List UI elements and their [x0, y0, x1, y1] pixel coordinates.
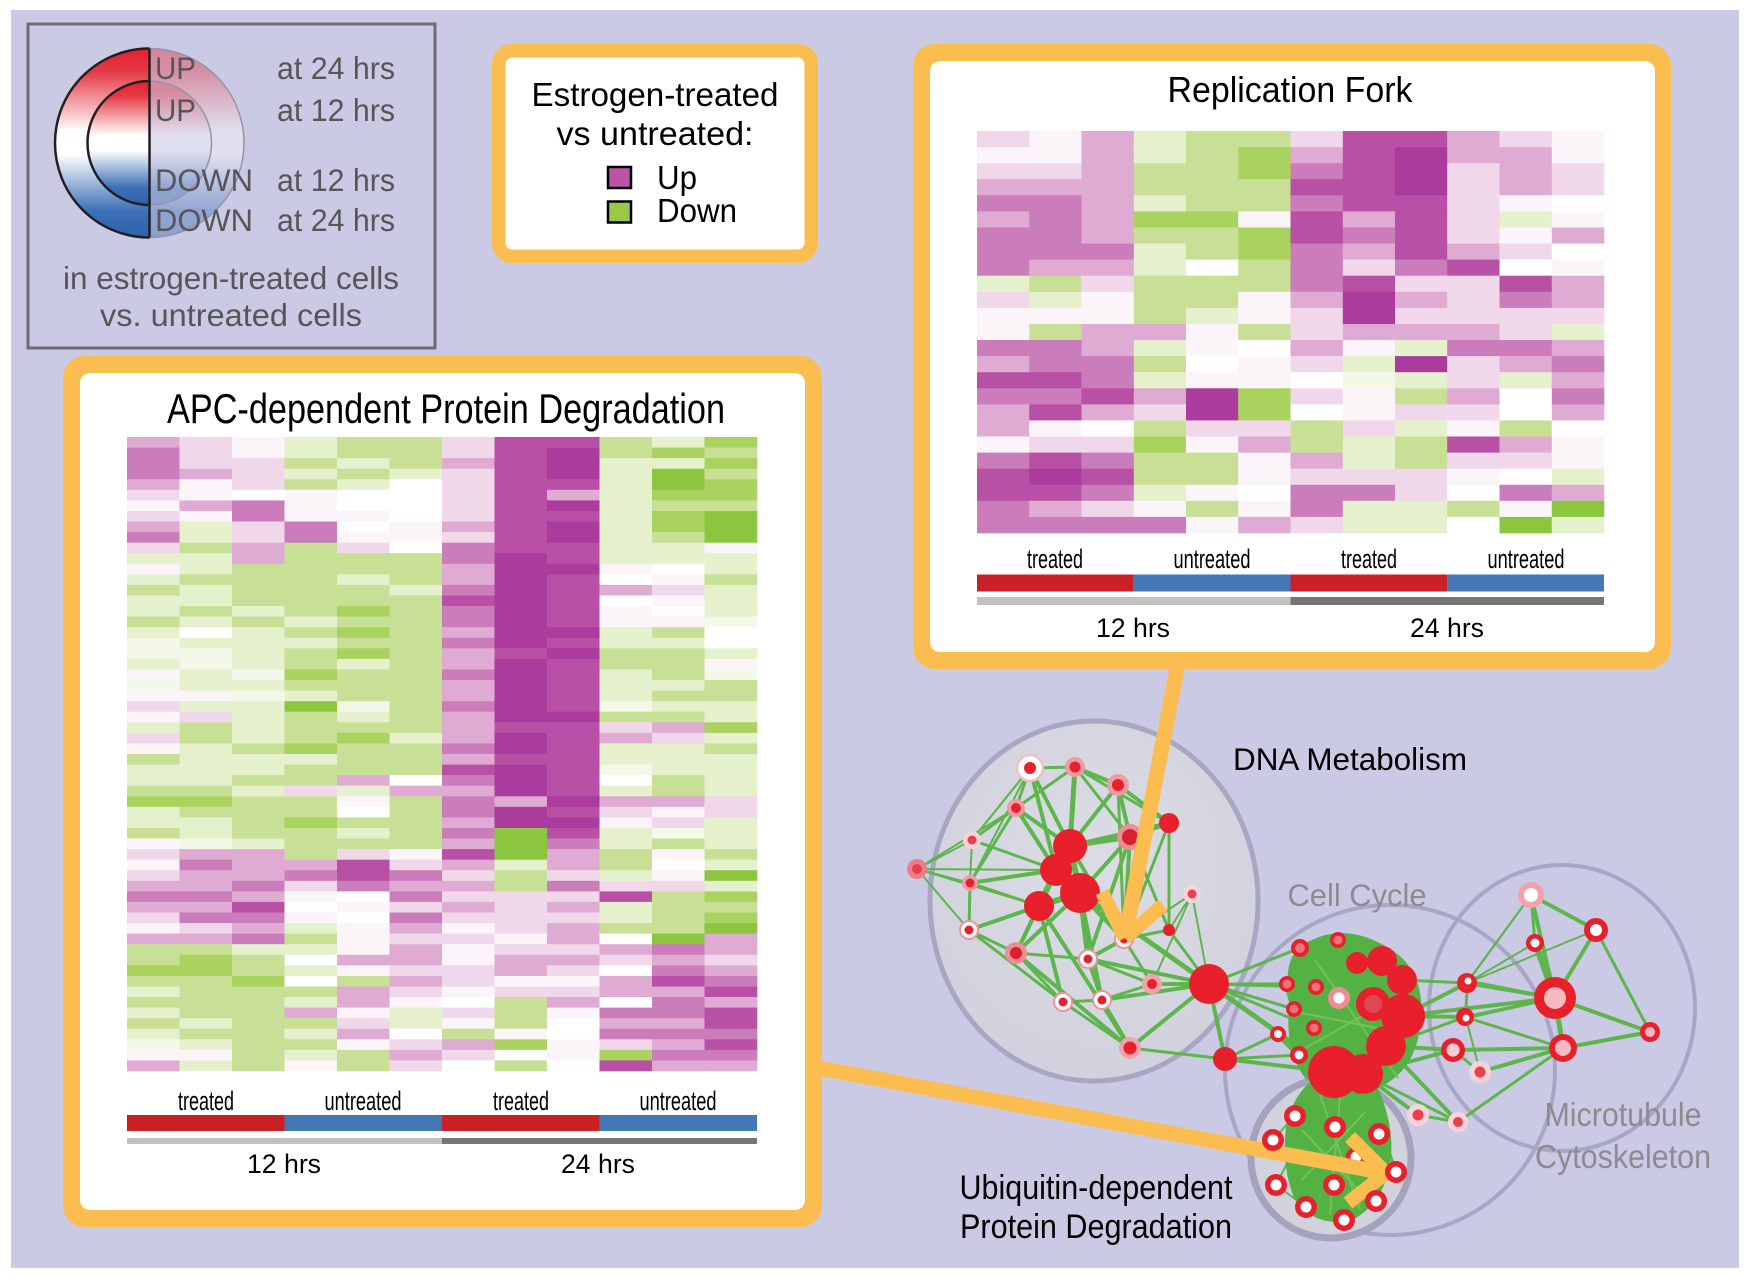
svg-text:Microtubule: Microtubule — [1545, 1096, 1702, 1133]
svg-text:vs untreated:: vs untreated: — [557, 115, 754, 152]
svg-text:Up: Up — [657, 159, 697, 196]
svg-text:APC-dependent Protein Degradat: APC-dependent Protein Degradation — [167, 385, 725, 432]
svg-text:24 hrs: 24 hrs — [1410, 613, 1484, 643]
svg-text:at 12 hrs: at 12 hrs — [277, 92, 395, 128]
svg-text:UP: UP — [155, 50, 196, 86]
svg-text:treated: treated — [178, 1086, 234, 1116]
svg-text:untreated: untreated — [1174, 544, 1251, 574]
svg-text:Cell Cycle: Cell Cycle — [1288, 877, 1427, 913]
svg-text:treated: treated — [1027, 544, 1083, 574]
svg-text:treated: treated — [493, 1086, 549, 1116]
svg-text:DOWN: DOWN — [155, 202, 253, 238]
svg-text:DOWN: DOWN — [155, 162, 253, 198]
svg-text:vs. untreated cells: vs. untreated cells — [100, 297, 362, 333]
svg-text:UP: UP — [155, 92, 196, 128]
svg-text:Protein Degradation: Protein Degradation — [960, 1208, 1232, 1246]
svg-text:24 hrs: 24 hrs — [561, 1149, 635, 1179]
svg-text:untreated: untreated — [640, 1086, 717, 1116]
svg-text:at 12 hrs: at 12 hrs — [277, 162, 395, 198]
svg-text:DNA Metabolism: DNA Metabolism — [1233, 741, 1467, 777]
svg-text:12 hrs: 12 hrs — [247, 1149, 321, 1179]
svg-text:untreated: untreated — [1488, 544, 1565, 574]
svg-text:12 hrs: 12 hrs — [1096, 613, 1170, 643]
svg-text:Ubiquitin-dependent: Ubiquitin-dependent — [960, 1169, 1233, 1207]
svg-text:Estrogen-treated: Estrogen-treated — [532, 76, 779, 113]
svg-text:Replication Fork: Replication Fork — [1168, 69, 1414, 110]
svg-text:untreated: untreated — [325, 1086, 402, 1116]
svg-text:at 24 hrs: at 24 hrs — [277, 50, 395, 86]
svg-text:at 24 hrs: at 24 hrs — [277, 202, 395, 238]
svg-text:treated: treated — [1341, 544, 1397, 574]
svg-text:Cytoskeleton: Cytoskeleton — [1535, 1138, 1711, 1175]
svg-text:Down: Down — [657, 192, 737, 229]
svg-text:in estrogen-treated cells: in estrogen-treated cells — [63, 260, 399, 296]
